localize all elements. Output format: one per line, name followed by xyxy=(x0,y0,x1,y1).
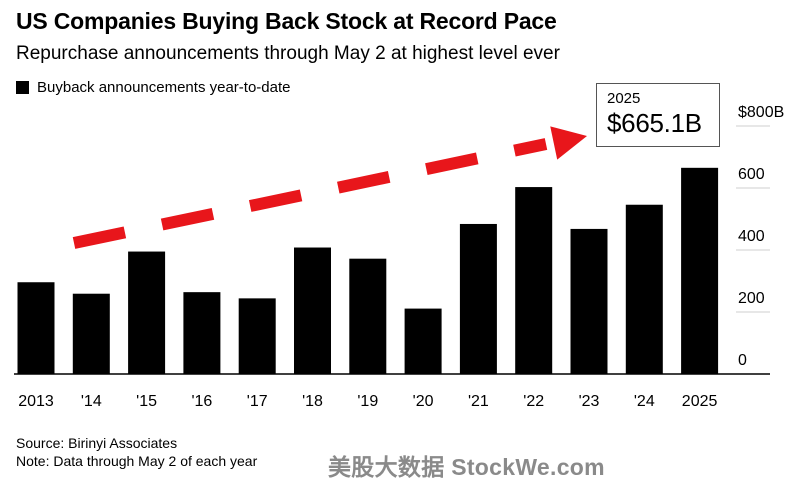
trend-arrow-head xyxy=(550,126,587,160)
legend-label: Buyback announcements year-to-date xyxy=(37,79,291,96)
x-tick-label: '20 xyxy=(413,393,434,410)
x-tick-label: '14 xyxy=(81,393,102,410)
x-tick-label: 2013 xyxy=(18,393,54,410)
bar xyxy=(294,247,331,374)
bar xyxy=(404,308,442,374)
legend: Buyback announcements year-to-date xyxy=(16,79,290,96)
callout-value: $665.1B xyxy=(607,108,702,138)
bar xyxy=(72,293,110,374)
trend-arrow-shaft xyxy=(72,138,548,249)
y-tick-label: 0 xyxy=(738,352,747,369)
bar xyxy=(17,282,55,374)
y-tick-label: 400 xyxy=(738,228,765,245)
bar xyxy=(459,223,497,374)
x-tick-label: '15 xyxy=(136,393,157,410)
bar xyxy=(349,258,387,374)
x-tick-label: '16 xyxy=(191,393,212,410)
y-tick-label: 600 xyxy=(738,166,765,183)
x-tick-label: 2025 xyxy=(682,393,718,410)
value-callout: 2025 $665.1B xyxy=(596,83,720,147)
bar xyxy=(625,204,663,374)
x-tick-label: '19 xyxy=(357,393,378,410)
bar xyxy=(570,228,608,374)
legend-swatch xyxy=(16,81,29,94)
bar xyxy=(515,187,553,374)
data-note: Note: Data through May 2 of each year xyxy=(16,453,258,469)
x-tick-label: '18 xyxy=(302,393,323,410)
callout-year: 2025 xyxy=(607,90,641,107)
x-tick-label: '17 xyxy=(247,393,268,410)
bar xyxy=(681,167,719,374)
bar xyxy=(128,251,166,374)
bar xyxy=(238,298,276,374)
chart-subtitle: Repurchase announcements through May 2 a… xyxy=(16,43,560,64)
x-tick-label: '24 xyxy=(634,393,655,410)
chart-title: US Companies Buying Back Stock at Record… xyxy=(16,8,557,34)
bar xyxy=(183,292,221,374)
x-tick-label: '23 xyxy=(579,393,600,410)
y-tick-label: $800B xyxy=(738,104,784,121)
x-tick-label: '21 xyxy=(468,393,489,410)
footer: Source: Birinyi Associates Note: Data th… xyxy=(16,434,257,470)
x-tick-label: '22 xyxy=(523,393,544,410)
y-tick-label: 200 xyxy=(738,290,765,307)
watermark: 美股大数据 StockWe.com xyxy=(328,454,605,480)
source-note: Source: Birinyi Associates xyxy=(16,435,178,451)
